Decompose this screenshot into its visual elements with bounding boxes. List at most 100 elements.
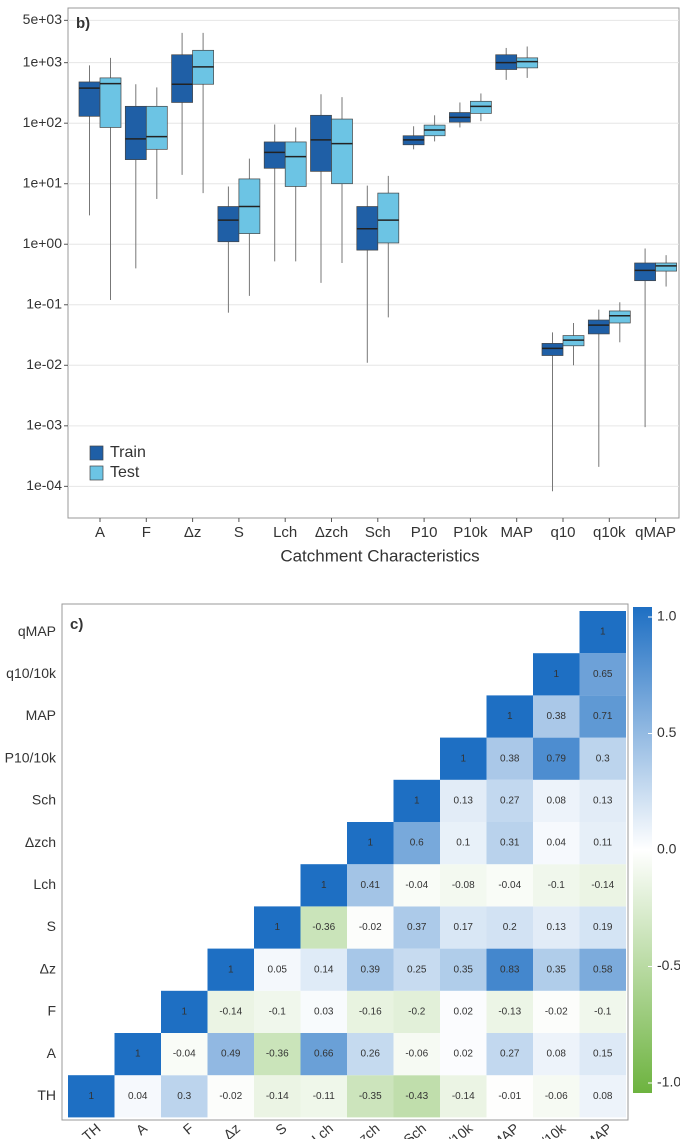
heatmap-cell [254, 948, 301, 991]
cell-label: 0.04 [547, 838, 567, 849]
heatmap-cell [579, 695, 626, 738]
heatmap-cell [347, 906, 394, 949]
cell-label: -0.2 [408, 1007, 426, 1018]
heatmap-cell [347, 864, 394, 907]
cell-label: 0.3 [596, 753, 610, 764]
cell-label: 0.15 [593, 1049, 613, 1060]
cell-label: 1 [367, 838, 373, 849]
legend-swatch [89, 445, 104, 461]
cell-label: 0.49 [221, 1049, 241, 1060]
cell-label: 0.04 [128, 1091, 148, 1102]
cell-label: -0.16 [359, 1007, 382, 1018]
x-tick-label: A [95, 524, 105, 541]
colorbar [633, 607, 652, 1093]
cell-label: -0.14 [591, 880, 614, 891]
cell-label: -0.04 [405, 880, 428, 891]
chart-title: b) [76, 15, 90, 32]
heatmap-cell [393, 906, 440, 949]
cell-label: -0.04 [173, 1049, 196, 1060]
plot-background [67, 7, 680, 519]
heatmap-cell [486, 737, 533, 780]
cell-label: 0.08 [593, 1091, 613, 1102]
heatmap-cell [207, 990, 254, 1033]
cell-label: 0.19 [593, 922, 613, 933]
cell-label: 0.71 [593, 711, 613, 722]
heatmap-cell [440, 1033, 487, 1076]
cell-label: -0.1 [548, 880, 566, 891]
cell-label: 0.79 [547, 753, 567, 764]
cell-label: 1 [460, 753, 466, 764]
box [377, 192, 400, 244]
heatmap-cell [440, 864, 487, 907]
box [145, 105, 168, 150]
y-tick-label: A [47, 1045, 57, 1061]
heatmap-cell [533, 1033, 580, 1076]
cell-label: 0.02 [454, 1007, 474, 1018]
x-tick-label: Sch [365, 524, 391, 541]
x-tick-label: Δzch [348, 1120, 382, 1139]
cell-label: 0.11 [593, 838, 612, 849]
heatmap-cell [579, 737, 626, 780]
cell-label: 0.14 [314, 964, 334, 975]
heatmap-cell [440, 1075, 487, 1118]
x-tick-label: F [142, 524, 151, 541]
heatmap-cell [486, 1033, 533, 1076]
cell-label: -0.06 [405, 1049, 428, 1060]
cell-label: -0.14 [266, 1091, 289, 1102]
cell-label: -0.36 [312, 922, 335, 933]
cell-label: 1 [135, 1049, 141, 1060]
heatmap-cell [440, 990, 487, 1033]
y-tick-label: MAP [26, 707, 56, 723]
cell-label: 0.26 [361, 1049, 381, 1060]
heatmap-cell [300, 1033, 347, 1076]
cell-label: 1 [88, 1091, 94, 1102]
cell-label: -0.43 [405, 1091, 428, 1102]
cell-label: 0.65 [593, 669, 613, 680]
cell-label: 0.17 [454, 922, 474, 933]
heatmap-cell [579, 779, 626, 822]
colorbar-tick-label: -0.5 [657, 957, 680, 973]
cell-label: 0.05 [268, 964, 288, 975]
y-tick-label: 1e-01 [26, 295, 62, 311]
heatmap-cell [300, 1075, 347, 1118]
heatmap-cell [533, 906, 580, 949]
heatmap-cell [533, 779, 580, 822]
heatmap-cell [207, 1075, 254, 1118]
heatmap-cell [207, 948, 254, 991]
heatmap-cell [533, 737, 580, 780]
cell-label: 0.3 [177, 1091, 191, 1102]
cell-label: -0.01 [498, 1091, 521, 1102]
heatmap-cell [486, 1075, 533, 1118]
x-tick-label: qMAP [576, 1120, 615, 1139]
heatmap-cell [114, 1075, 161, 1118]
legend-swatch [89, 465, 104, 481]
y-tick-label: TH [37, 1087, 56, 1103]
heatmap-cell [440, 822, 487, 865]
cell-label: 1 [600, 627, 606, 638]
heatmap-cell [440, 948, 487, 991]
heatmap-cell [579, 1033, 626, 1076]
chart-title: c) [70, 616, 83, 633]
heatmap-cell [579, 948, 626, 991]
heatmap-cell [347, 948, 394, 991]
cell-label: 0.02 [454, 1049, 474, 1060]
heatmap-cell [161, 1075, 208, 1118]
box [99, 77, 122, 128]
y-tick-label: 1e+01 [23, 174, 63, 190]
box [470, 100, 492, 114]
cell-label: 1 [228, 964, 234, 975]
box [171, 54, 193, 103]
cell-label: -0.02 [359, 922, 382, 933]
cell-label: 0.6 [410, 838, 424, 849]
heatmap-cell [300, 864, 347, 907]
cell-label: 1 [553, 669, 559, 680]
cell-label: -0.35 [359, 1091, 382, 1102]
heatmap-cell [533, 695, 580, 738]
y-tick-label: S [47, 918, 56, 934]
heatmap-cell [440, 737, 487, 780]
x-tick-label: A [133, 1119, 151, 1138]
y-tick-label: 1e-02 [26, 356, 62, 372]
colorbar-tick-label: -1.0 [657, 1074, 680, 1090]
heatmap-cell [579, 611, 626, 654]
heatmap-cell [300, 906, 347, 949]
